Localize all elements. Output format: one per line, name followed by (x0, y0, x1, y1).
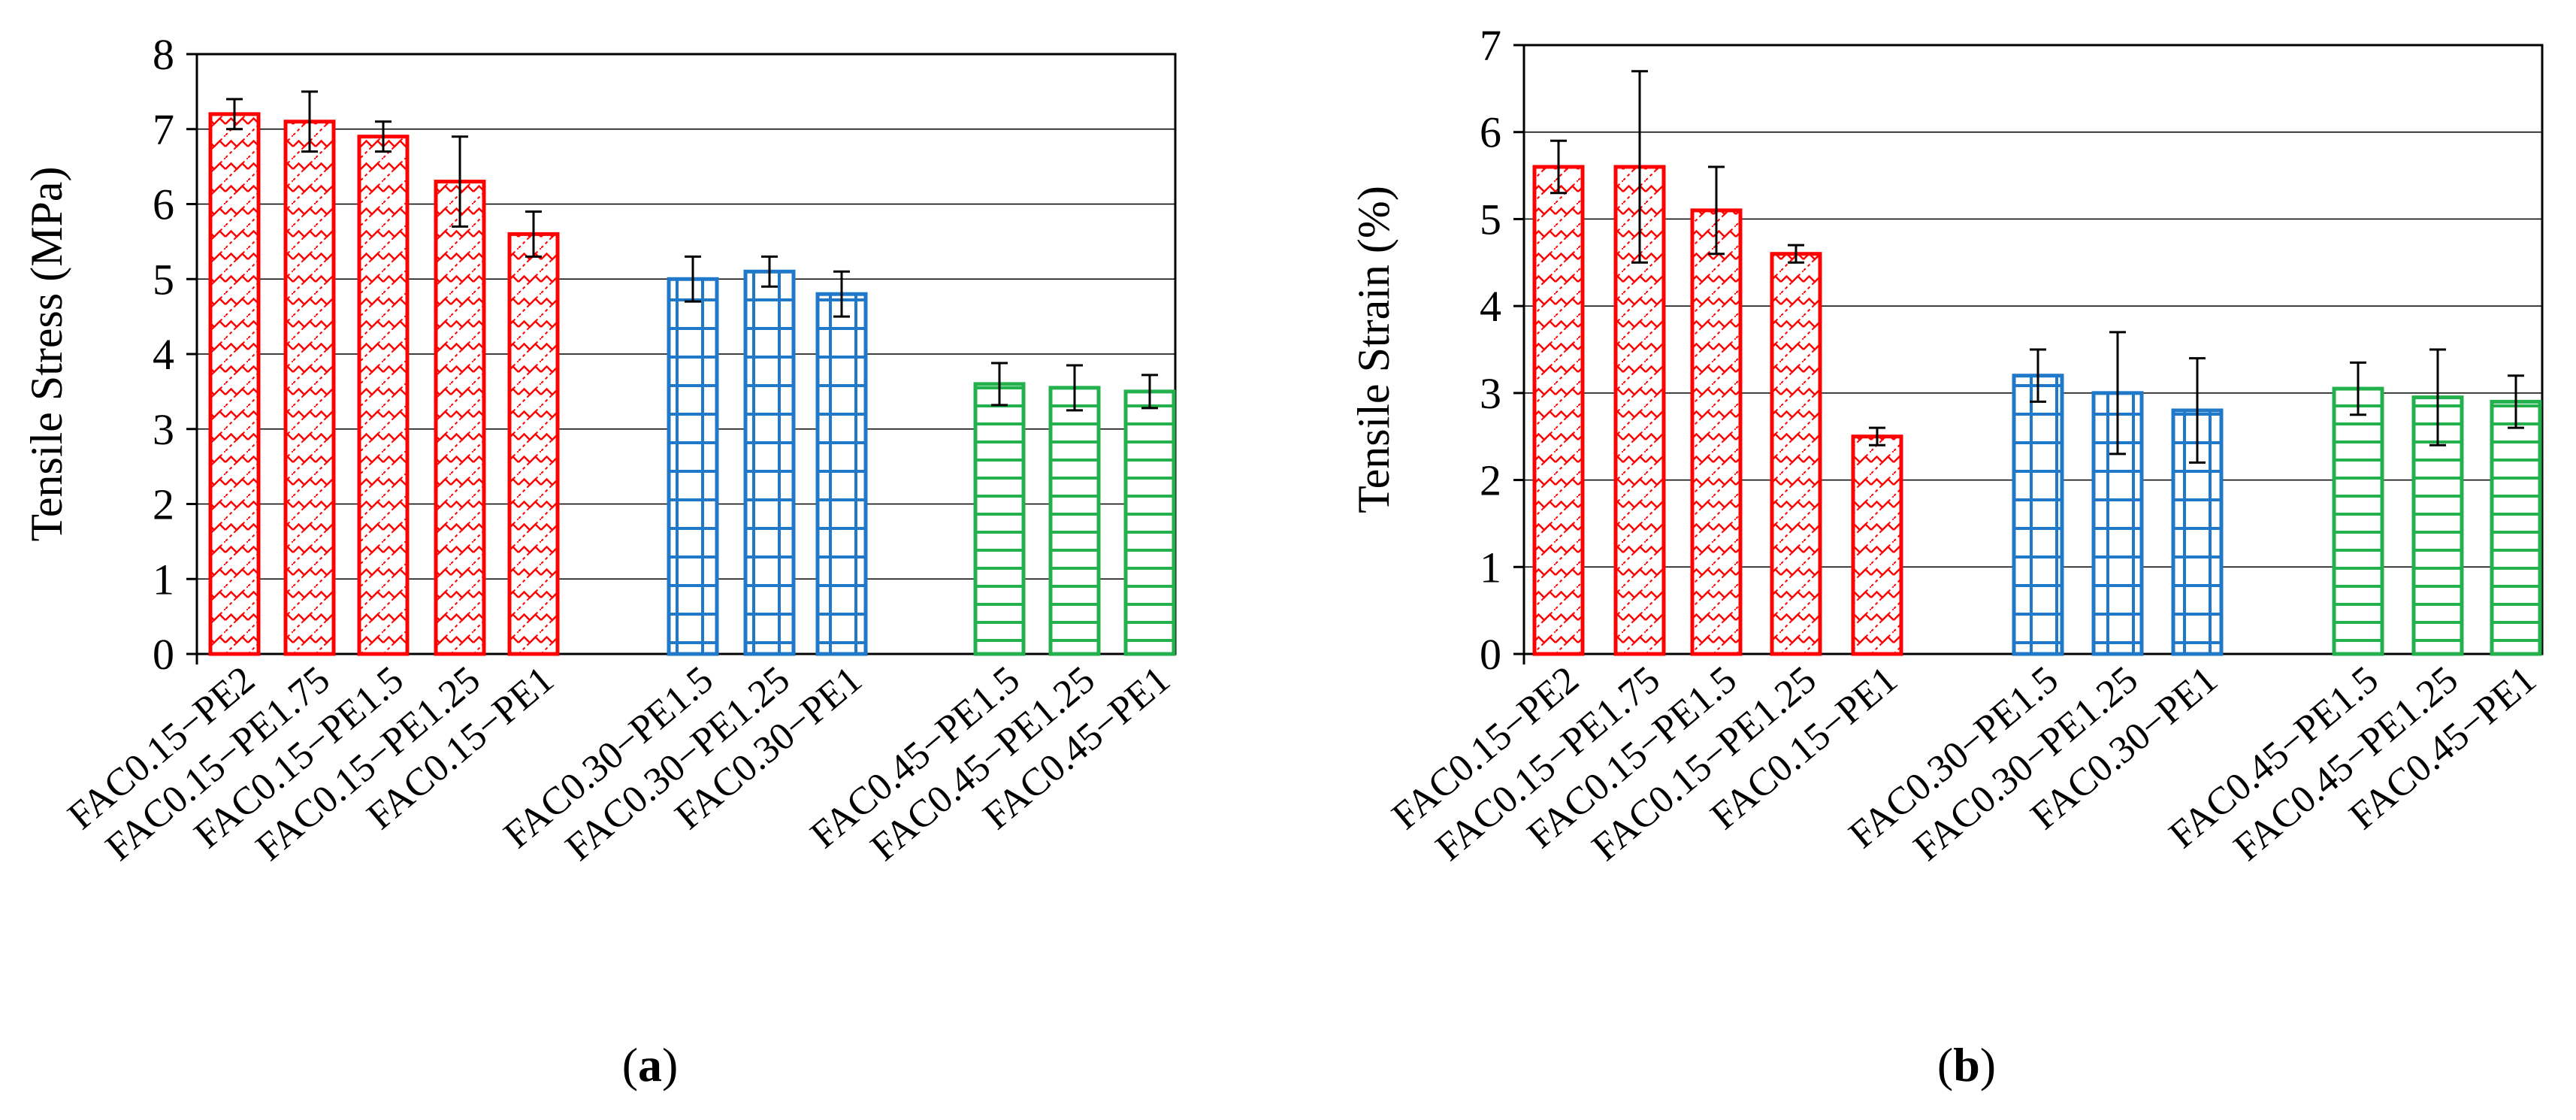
y-tick-label: 3 (1480, 369, 1501, 418)
bar (1690, 208, 1743, 656)
y-tick-label: 8 (153, 30, 174, 79)
y-tick-label: 5 (1480, 195, 1501, 244)
y-tick-label: 0 (153, 630, 174, 679)
bar (1123, 389, 1176, 656)
y-tick-label: 5 (153, 255, 174, 304)
y-tick-label: 1 (153, 555, 174, 604)
bar (743, 269, 796, 656)
bar (667, 277, 719, 656)
bar (357, 135, 410, 656)
y-tick-label: 7 (153, 105, 174, 154)
y-tick-label: 3 (153, 405, 174, 454)
y-axis-label: Tensile Strain (%) (1349, 186, 1398, 513)
y-tick-label: 4 (153, 330, 174, 379)
bar (1770, 252, 1822, 656)
panel-label-a: (a) (621, 1038, 679, 1091)
bar (973, 382, 1026, 656)
y-tick-label: 6 (153, 180, 174, 229)
y-tick-label: 1 (1480, 543, 1501, 592)
y-tick-label: 7 (1480, 21, 1501, 70)
y-tick-label: 2 (153, 480, 174, 529)
y-tick-label: 0 (1480, 630, 1501, 679)
panel-label-b: (b) (1937, 1038, 1997, 1091)
bar (815, 292, 868, 656)
bar (1532, 165, 1585, 656)
bar (2332, 386, 2384, 656)
bar (434, 180, 486, 656)
y-tick-label: 6 (1480, 108, 1501, 157)
bar (507, 232, 560, 656)
bar (208, 112, 261, 656)
bar (2490, 399, 2542, 656)
bar (2012, 374, 2064, 656)
bar (1048, 386, 1101, 656)
y-tick-label: 2 (1480, 456, 1501, 505)
bar (1851, 434, 1903, 656)
y-axis-label: Tensile Stress (MPa) (22, 166, 71, 541)
y-tick-label: 4 (1480, 282, 1501, 331)
bar (283, 120, 336, 656)
